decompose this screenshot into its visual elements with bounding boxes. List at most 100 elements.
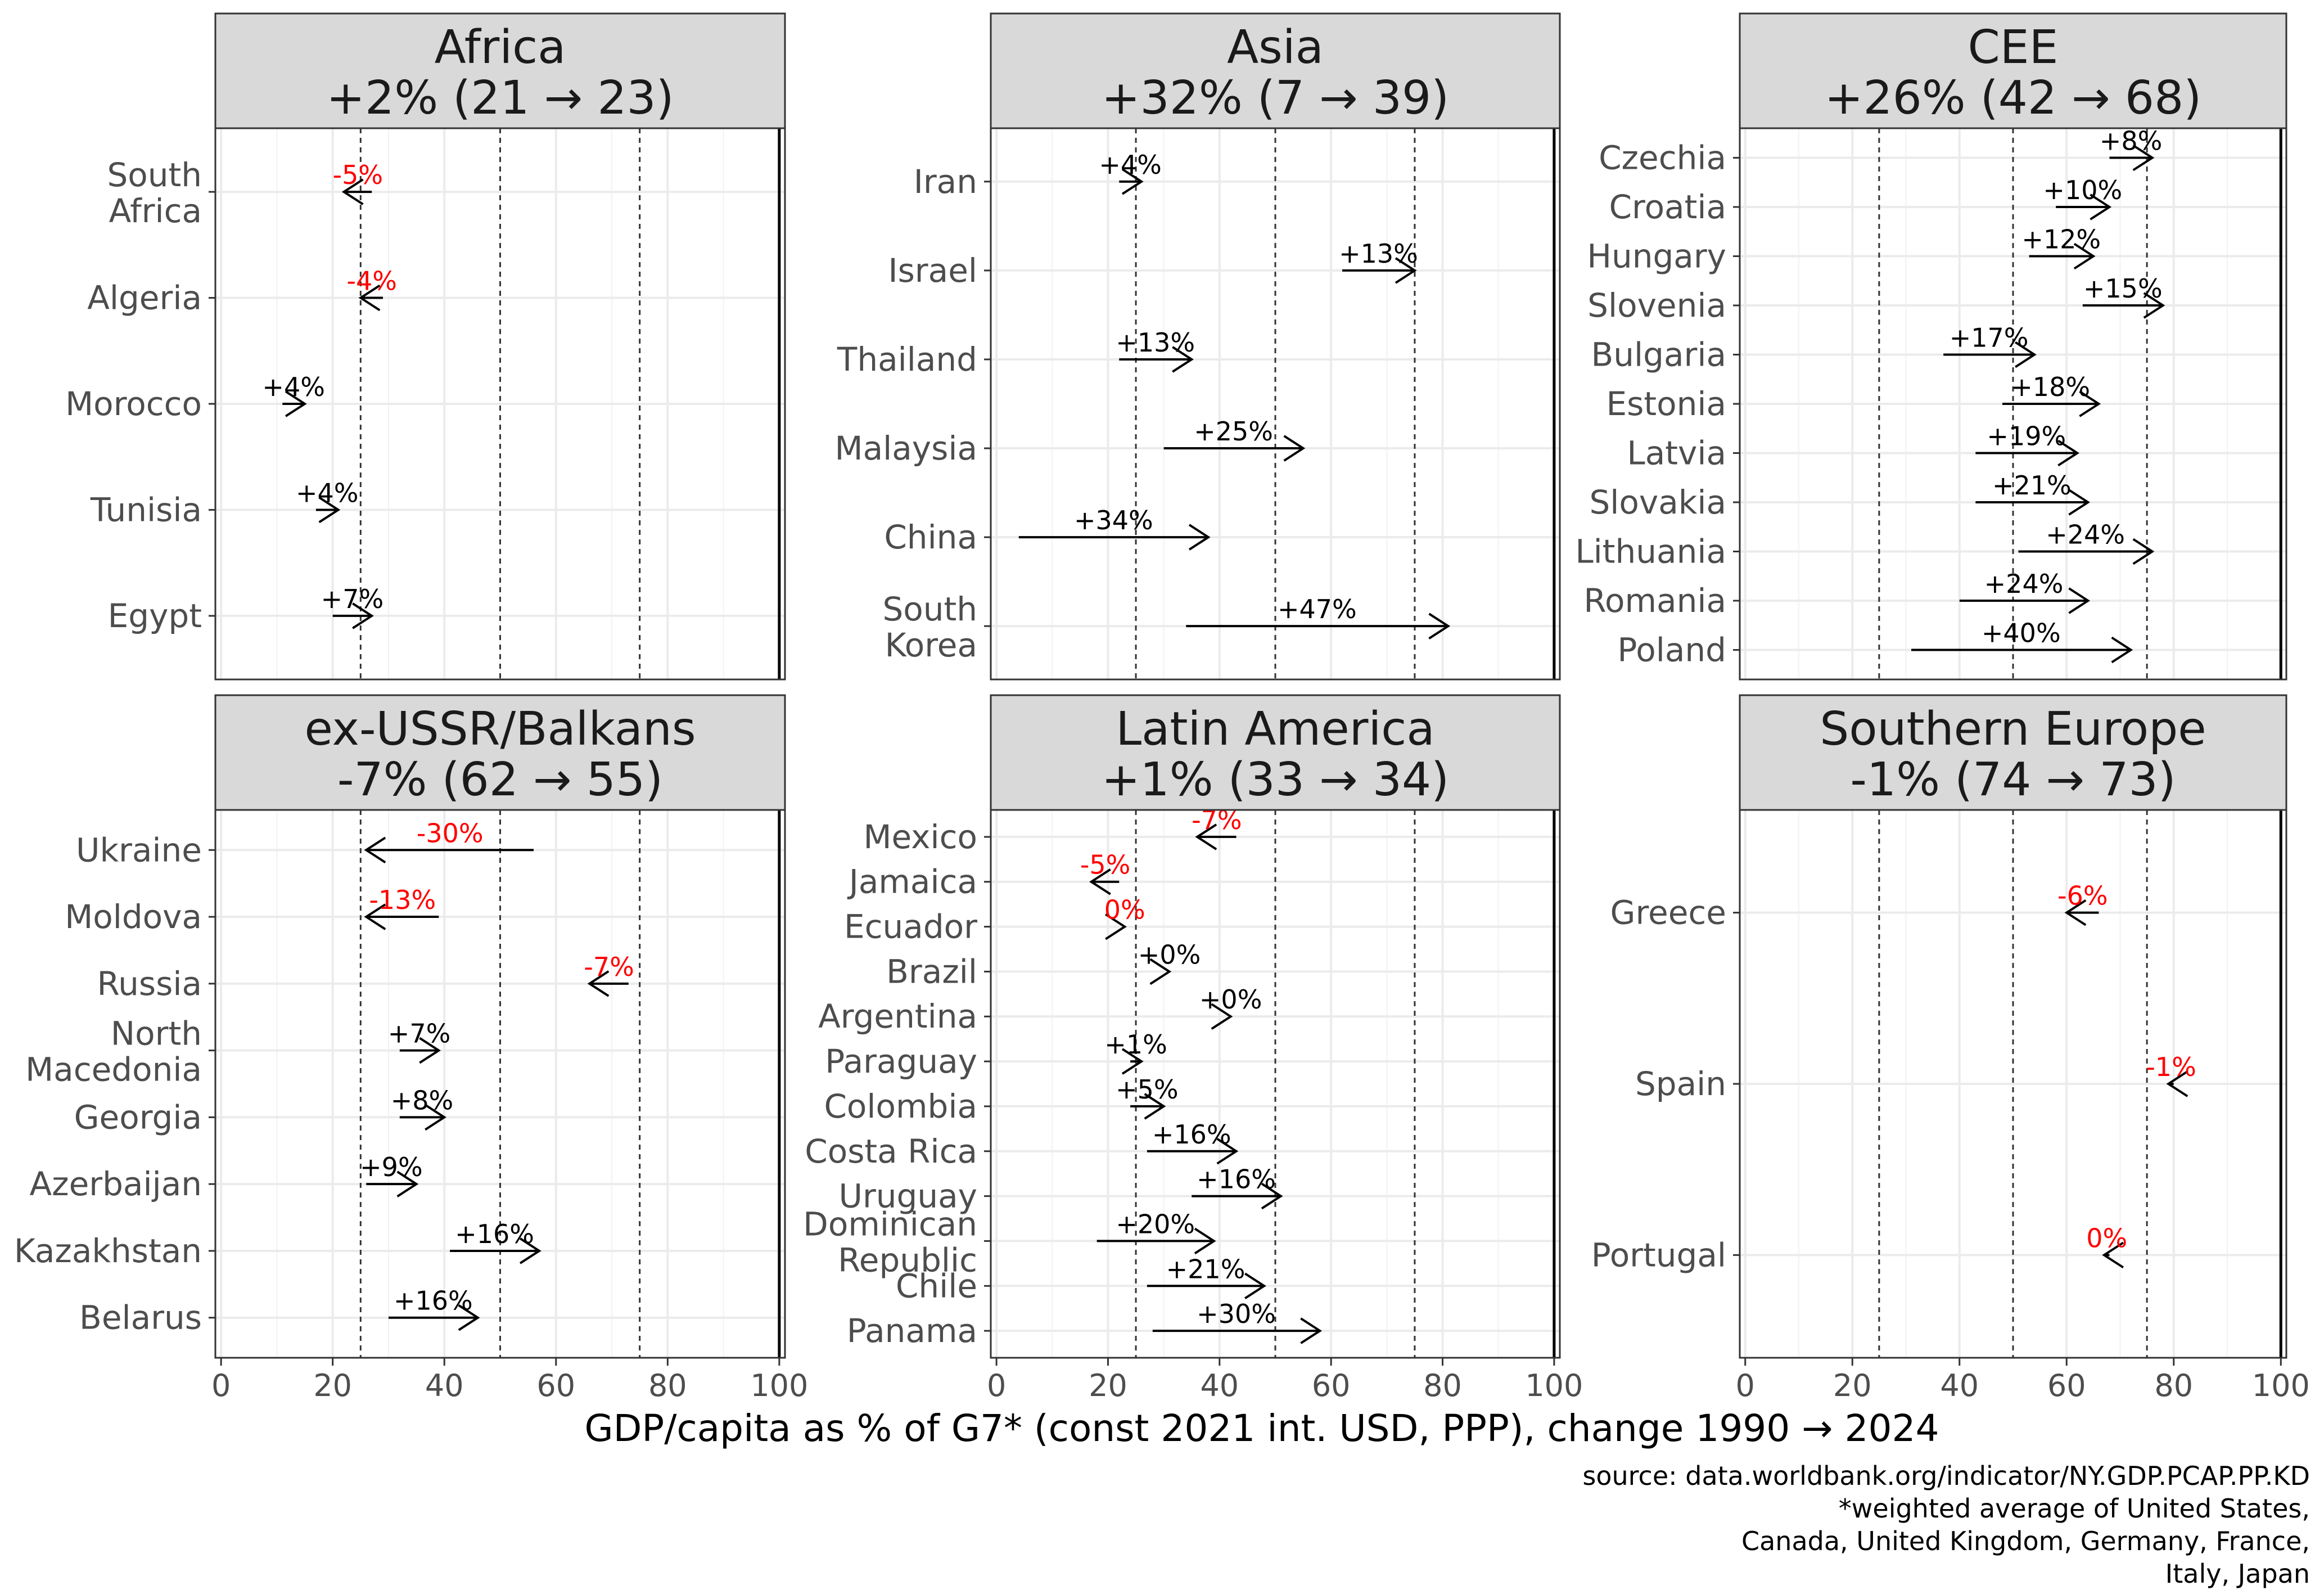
category-label: Hungary: [1587, 237, 1726, 276]
category-label: Jamaica: [847, 863, 977, 901]
arrow-head: [425, 1104, 446, 1131]
value-label: +19%: [1987, 421, 2066, 452]
category-label: Greece: [1610, 894, 1726, 932]
panel-title: Latin America: [1116, 703, 1434, 756]
x-tick-label: 100: [2252, 1368, 2310, 1403]
category-label-line: Dominican: [803, 1205, 977, 1243]
panel-strip: [214, 694, 786, 811]
caption-line: Canada, United Kingdom, Germany, France,: [1741, 1526, 2310, 1556]
category-label-line: South: [107, 156, 202, 194]
arrow-head: [1121, 168, 1144, 195]
category-label: Argentina: [818, 997, 977, 1035]
value-label: +10%: [2043, 175, 2122, 205]
category-label: South Africa: [107, 156, 202, 230]
category-label: Thailand: [837, 340, 977, 379]
category-label: Latvia: [1627, 434, 1726, 472]
arrow-head: [1244, 1272, 1266, 1299]
category-label: Egypt: [108, 597, 202, 635]
value-label: +17%: [1950, 323, 2029, 353]
arrow-head: [519, 1237, 541, 1264]
panel-title: Southern Europe: [1820, 703, 2206, 756]
x-tick-label: 60: [1312, 1368, 1351, 1403]
arrow-head: [2079, 390, 2101, 417]
category-label: Costa Rica: [805, 1132, 977, 1170]
x-tick-label: 80: [1423, 1368, 1462, 1403]
x-tick-label: 100: [1525, 1368, 1583, 1403]
category-label: Romania: [1583, 582, 1726, 620]
value-label: +30%: [1197, 1299, 1276, 1329]
category-label: Slovenia: [1587, 286, 1726, 325]
arrow-head: [1149, 958, 1172, 985]
arrow-head: [1105, 913, 1127, 940]
x-axis-title: GDP/capita as % of G7* (const 2021 int. …: [584, 1407, 1939, 1450]
arrow-head: [358, 284, 381, 312]
category-label: Spain: [1635, 1065, 1726, 1103]
panel-strip: [214, 12, 786, 129]
arrow-head: [2132, 144, 2155, 172]
value-label: +8%: [2100, 126, 2163, 156]
category-label: Portugal: [1591, 1236, 1726, 1274]
value-label: +16%: [455, 1219, 534, 1249]
panel-title: Asia: [1227, 21, 1324, 74]
value-label: -13%: [369, 885, 436, 915]
value-label: +13%: [1116, 327, 1195, 358]
category-label-line: Republic: [838, 1241, 977, 1279]
panel-subtitle: -1% (74 → 73): [1850, 753, 2176, 807]
category-label: Chile: [896, 1267, 977, 1305]
category-label: Ecuador: [844, 908, 977, 946]
arrow-head: [587, 970, 610, 997]
value-label: -1%: [2146, 1052, 2196, 1082]
category-label-line: Korea: [885, 626, 977, 664]
value-label: +7%: [321, 584, 384, 614]
arrow-head: [1283, 435, 1306, 462]
x-tick-label: 20: [1833, 1368, 1872, 1403]
panel-border: [214, 809, 786, 1359]
value-label: +16%: [1197, 1164, 1276, 1195]
value-label: +15%: [2083, 273, 2163, 304]
value-label: +9%: [360, 1152, 423, 1182]
category-label: Slovakia: [1589, 483, 1726, 521]
category-label: North Macedonia: [25, 1015, 202, 1089]
value-label: +24%: [2046, 520, 2125, 550]
arrow-head: [1261, 1182, 1283, 1210]
panel-subtitle: +2% (21 → 23): [326, 71, 674, 125]
arrow-head: [318, 496, 341, 524]
arrow-head: [1428, 613, 1451, 640]
value-label: -4%: [346, 266, 397, 296]
category-label: Czechia: [1599, 139, 1726, 177]
panel-subtitle: +1% (33 → 34): [1102, 753, 1449, 807]
value-label: -5%: [1080, 850, 1131, 880]
arrow-head: [1121, 1048, 1144, 1075]
arrow-head: [2015, 341, 2037, 368]
arrow-head: [2064, 899, 2087, 926]
value-label: +20%: [1116, 1209, 1195, 1239]
arrow-head: [2102, 1241, 2124, 1269]
x-tick-label: 40: [1940, 1368, 1979, 1403]
arrow-head: [2073, 242, 2096, 270]
panel-southern-europe: Southern Europe-1% (74 → 73) 0% Portugal -1…: [1591, 694, 2310, 1403]
arrow-head: [341, 178, 364, 205]
x-tick-label: 20: [1089, 1368, 1127, 1403]
value-label: +21%: [1166, 1254, 1246, 1284]
category-label: Kazakhstan: [14, 1232, 202, 1270]
panel-strip: [1739, 694, 2287, 811]
arrow-head: [1144, 1093, 1166, 1120]
category-label: Georgia: [74, 1098, 202, 1136]
arrow-head: [2111, 636, 2133, 664]
panel-strip: [1739, 12, 2287, 129]
panel-title: CEE: [1968, 21, 2059, 74]
category-label: Morocco: [65, 385, 202, 423]
value-label: +4%: [296, 478, 359, 508]
arrow-head: [285, 390, 307, 417]
value-label: +16%: [394, 1286, 473, 1316]
arrow-head: [458, 1304, 480, 1331]
value-label: 0%: [2086, 1223, 2127, 1253]
x-tick-label: 100: [750, 1368, 808, 1403]
value-label: +47%: [1278, 594, 1357, 624]
x-tick-label: 80: [2154, 1368, 2193, 1403]
caption-line: source: data.worldbank.org/indicator/NY.…: [1582, 1461, 2310, 1491]
category-label: Tunisia: [90, 490, 202, 529]
category-label: Malaysia: [835, 429, 977, 467]
arrow-head: [1194, 1227, 1216, 1255]
